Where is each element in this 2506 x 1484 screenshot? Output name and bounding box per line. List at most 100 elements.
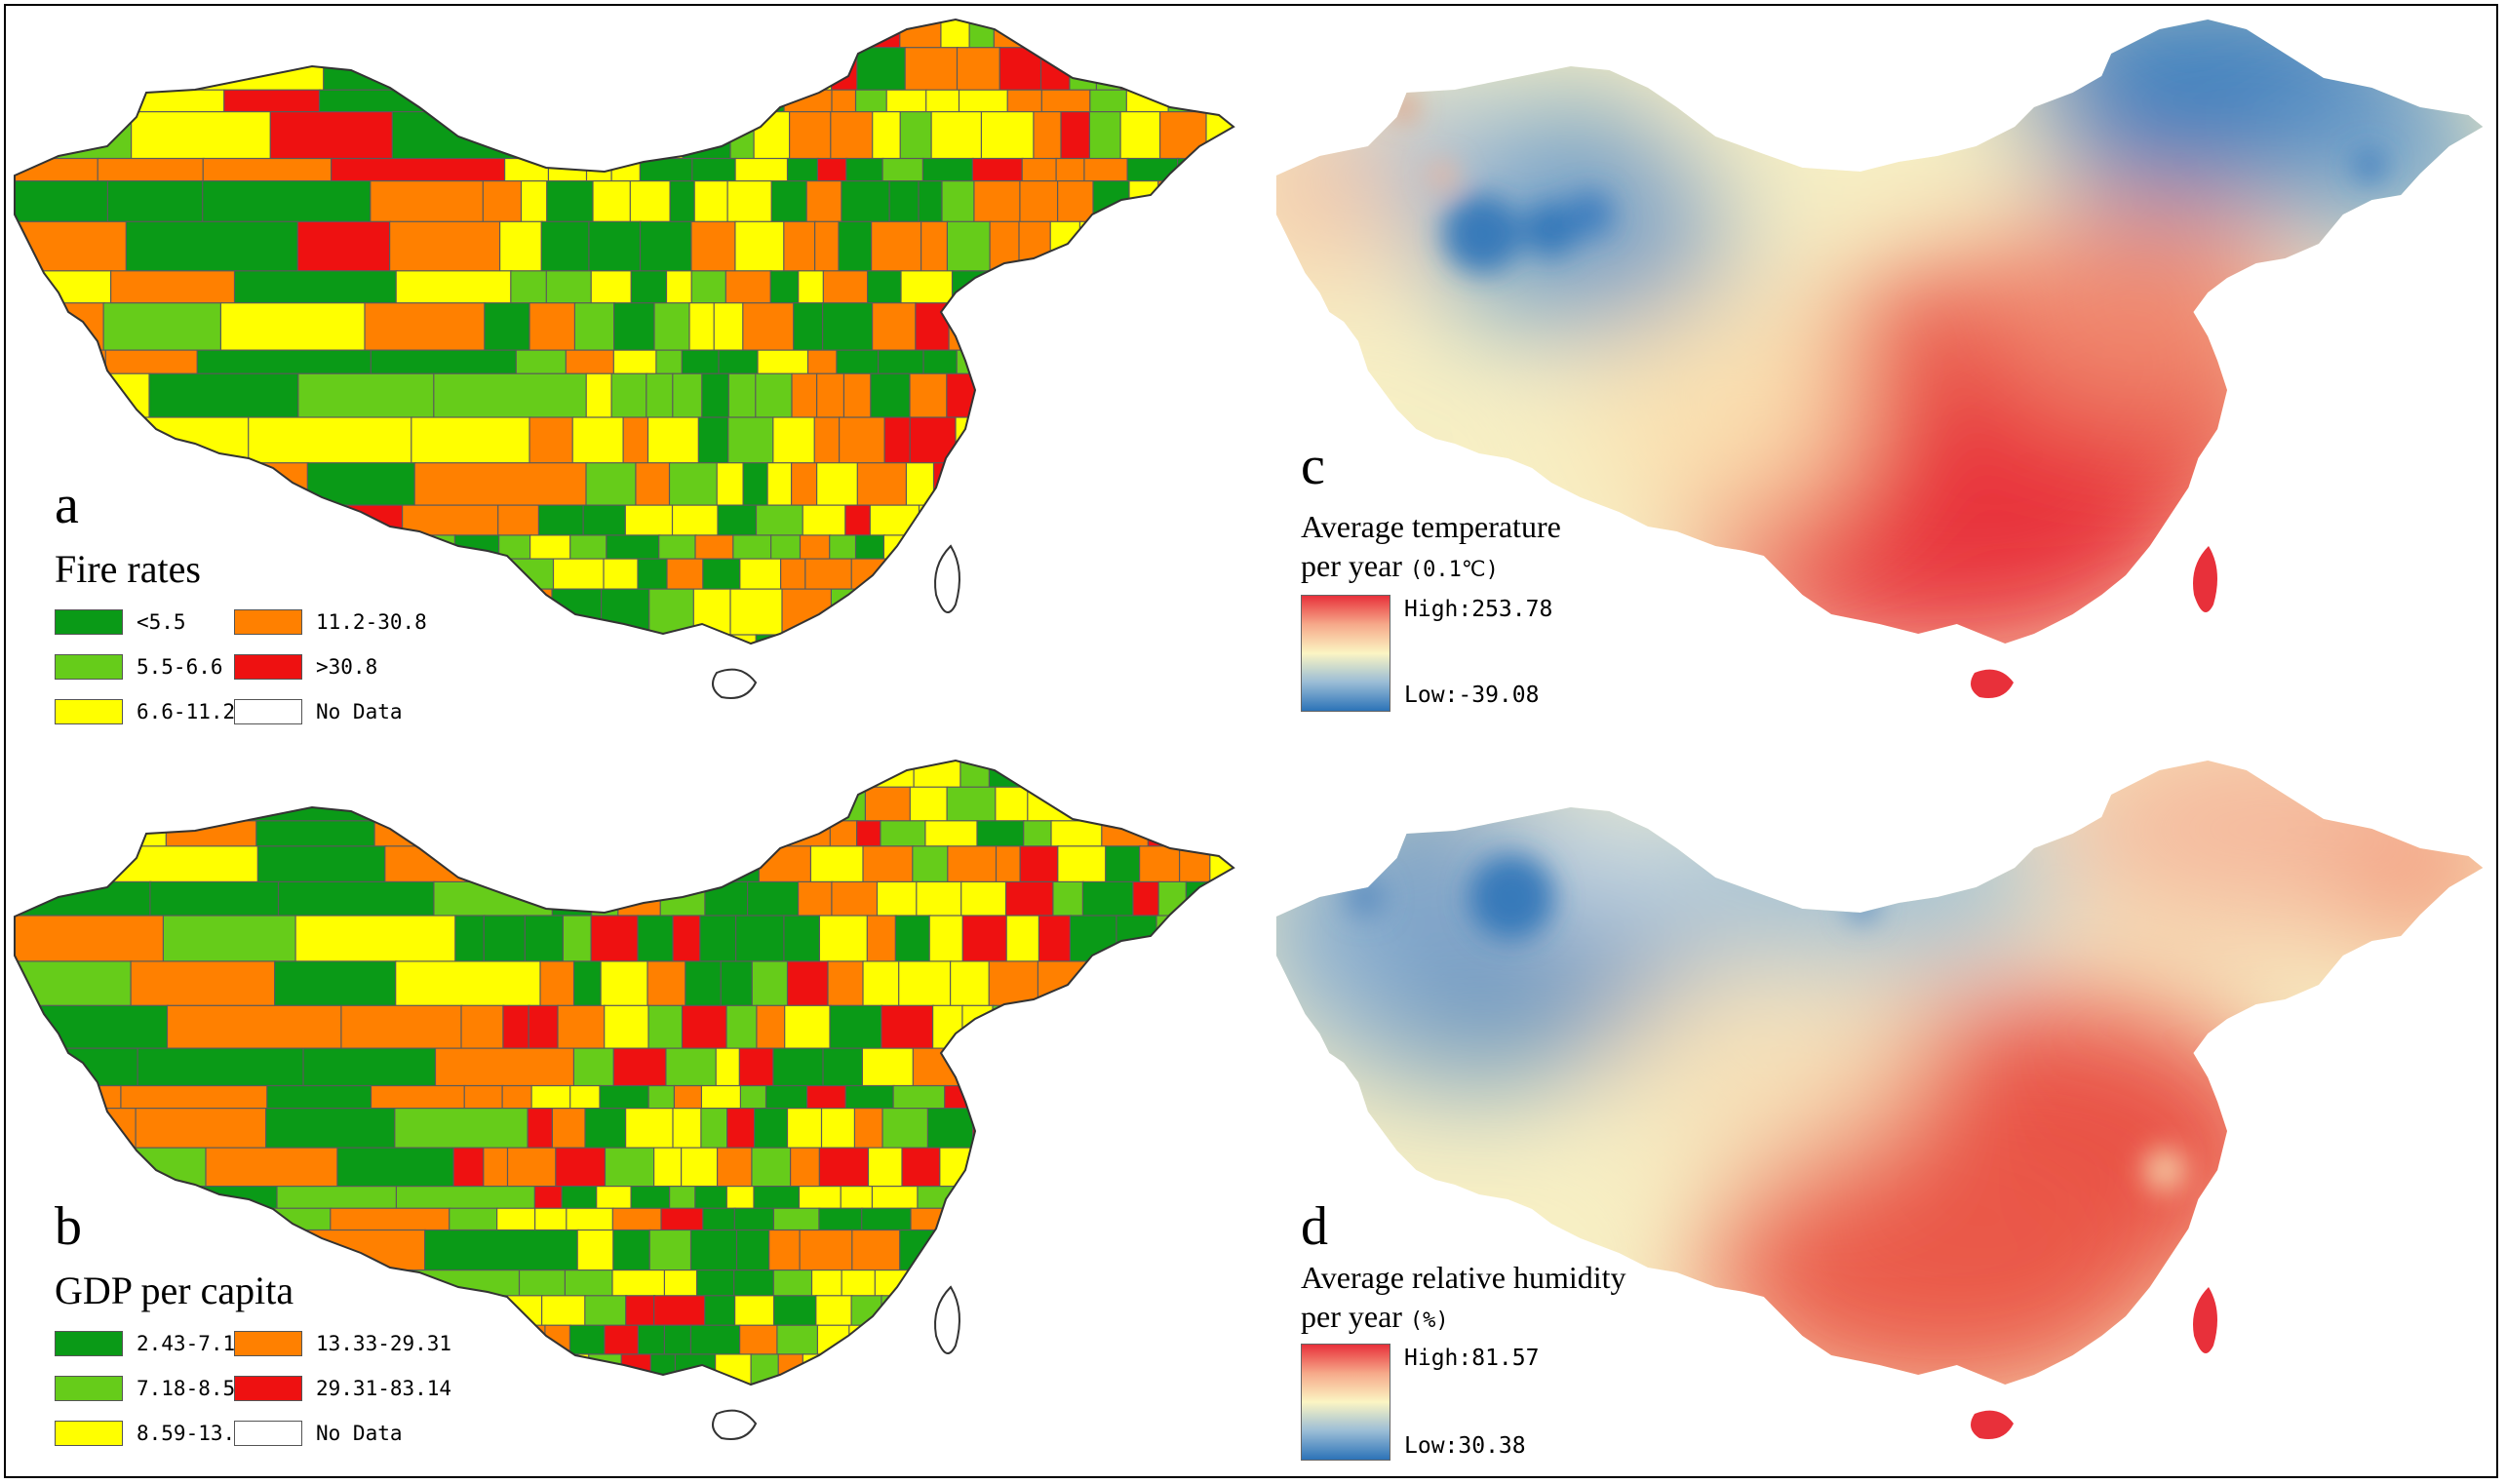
region-cell xyxy=(539,89,576,114)
region-cell xyxy=(540,220,591,273)
region-cell xyxy=(726,180,773,223)
region-cell xyxy=(1169,1229,1215,1272)
region-cell xyxy=(869,504,921,537)
region-cell xyxy=(1109,1269,1147,1298)
gdp-per-capita-map xyxy=(14,760,1258,1482)
region-cell xyxy=(1023,1108,1066,1150)
region-cell xyxy=(1138,845,1182,884)
region-cell xyxy=(220,558,327,591)
region-cell xyxy=(1157,349,1194,375)
region-cell xyxy=(255,820,376,848)
region-cell xyxy=(941,180,976,223)
region-cell xyxy=(546,180,595,223)
region-cell xyxy=(560,110,605,161)
legend-title: Average temperature per year (0.1℃) xyxy=(1301,507,1561,585)
region-cell xyxy=(668,1186,697,1210)
region-cell xyxy=(702,1207,736,1232)
region-cell xyxy=(484,1324,513,1356)
region-cell xyxy=(688,302,716,352)
region-cell xyxy=(1035,1432,1079,1466)
region-cell xyxy=(652,1295,707,1327)
region-cell xyxy=(824,761,865,789)
region-cell xyxy=(739,558,783,591)
region-cell xyxy=(1173,1147,1218,1189)
region-cell xyxy=(641,47,695,92)
region-cell xyxy=(1160,1108,1203,1150)
region-cell xyxy=(1188,712,1239,741)
region-cell xyxy=(592,180,632,223)
region-cell xyxy=(951,1229,990,1272)
legend-label: <5.5 xyxy=(137,610,186,634)
region-cell xyxy=(1182,20,1220,50)
region-cell xyxy=(1086,960,1141,1007)
region-cell xyxy=(1097,588,1132,637)
region-cell xyxy=(131,110,272,161)
region-cell xyxy=(1133,270,1170,305)
region-cell xyxy=(854,534,885,561)
region-cell xyxy=(876,880,919,918)
region-cell xyxy=(805,1084,847,1111)
legend-item: 7.18-8.59 xyxy=(55,1376,248,1401)
region-cell xyxy=(772,1269,814,1298)
legend-label: 13.33-29.31 xyxy=(316,1332,452,1355)
region-cell xyxy=(984,1295,1031,1327)
region-cell xyxy=(15,1147,111,1189)
region-cell xyxy=(622,416,650,465)
region-cell xyxy=(1214,1432,1240,1466)
region-cell xyxy=(885,89,928,114)
region-cell xyxy=(306,462,416,507)
region-cell xyxy=(971,1108,1027,1150)
region-cell xyxy=(274,960,398,1007)
region-cell xyxy=(529,416,574,465)
region-cell xyxy=(413,666,503,714)
region-cell xyxy=(753,1186,802,1210)
region-cell xyxy=(693,180,729,223)
region-cell xyxy=(1107,1324,1161,1356)
region-cell xyxy=(823,1432,867,1466)
region-cell xyxy=(602,634,651,644)
panel-letter: c xyxy=(1301,436,1325,496)
region-cell xyxy=(370,1084,466,1111)
region-cell xyxy=(734,915,786,963)
region-cell xyxy=(1024,302,1075,352)
region-cell xyxy=(769,270,801,305)
region-cell xyxy=(748,1432,784,1466)
region-cell xyxy=(1186,820,1222,848)
region-cell xyxy=(641,820,689,848)
region-cell xyxy=(612,302,656,352)
region-cell xyxy=(1022,1207,1067,1232)
region-cell xyxy=(527,1108,554,1150)
region-cell xyxy=(608,1464,647,1482)
region-cell xyxy=(1248,1296,1258,1326)
region-cell xyxy=(970,666,1014,714)
region-cell xyxy=(1176,634,1212,644)
region-cell xyxy=(537,1386,579,1433)
region-cell xyxy=(682,110,732,161)
region-cell xyxy=(15,47,161,92)
region-cell xyxy=(1195,180,1233,223)
legend-item: 11.2-30.8 xyxy=(234,609,427,635)
region-cell xyxy=(818,1147,870,1189)
region-cell xyxy=(777,820,832,848)
region-cell xyxy=(256,845,387,884)
region-cell xyxy=(1207,915,1233,963)
region-cell xyxy=(497,504,541,537)
region-cell xyxy=(871,1186,920,1210)
region-cell xyxy=(795,1464,821,1482)
region-cell xyxy=(569,47,614,92)
region-cell xyxy=(815,462,859,507)
region-cell xyxy=(1241,48,1258,91)
region-cell xyxy=(717,504,759,537)
region-cell xyxy=(15,845,115,884)
region-cell xyxy=(940,666,970,714)
region-cell xyxy=(155,761,272,789)
region-cell xyxy=(805,180,843,223)
region-cell xyxy=(149,880,281,918)
region-cell xyxy=(756,47,795,92)
region-cell xyxy=(663,20,711,50)
region-cell xyxy=(568,1432,601,1466)
region-cell xyxy=(561,1186,599,1210)
region-cell xyxy=(463,1084,504,1111)
region-cell xyxy=(864,786,912,823)
region-cell xyxy=(1015,712,1055,741)
